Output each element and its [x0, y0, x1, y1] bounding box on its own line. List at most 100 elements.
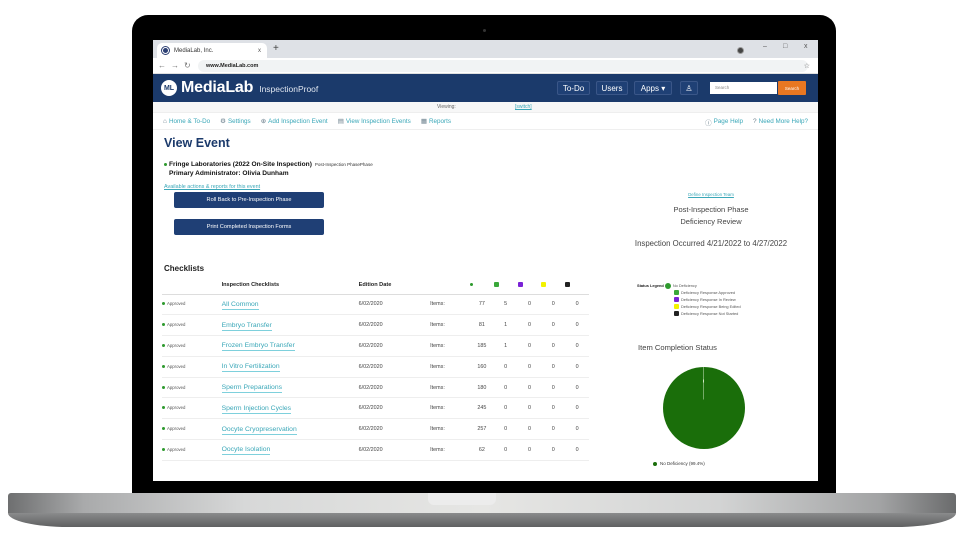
page-title: View Event	[164, 136, 230, 150]
checklist-link[interactable]: In Vitro Fertilization	[221, 363, 280, 373]
nav-add-inspection-event[interactable]: ⊕ Add Inspection Event	[260, 117, 328, 126]
question-icon: ?	[753, 118, 757, 125]
nav-view-inspection-events[interactable]: ▤ View Inspection Events	[337, 117, 411, 126]
new-tab-button[interactable]: +	[273, 43, 279, 54]
status-cell: Approved	[162, 418, 222, 441]
forward-icon[interactable]: →	[171, 61, 179, 70]
pie-legend: No Deficiency (99.4%)	[653, 461, 705, 466]
checklist-link[interactable]: Frozen Embryo Transfer	[221, 342, 295, 352]
phase-text: Post-Inspection Phase Deficiency Review	[673, 205, 749, 226]
user-icon: ♙	[685, 83, 693, 93]
browser-toolbar: ← → ↻ www.MediaLab.com ☆	[153, 58, 818, 74]
checklist-link[interactable]: Oocyte Isolation	[221, 446, 271, 456]
edition-date: 6/02/2020	[358, 314, 431, 337]
laptop-base-bottom	[8, 513, 956, 527]
table-row: Approved Frozen Embryo Transfer 6/02/202…	[162, 335, 589, 357]
items-label: Items:	[430, 356, 470, 378]
more-help-link[interactable]: ? Need More Help?	[753, 118, 808, 125]
app-header: ML MediaLab InspectionProof To-Do Users …	[153, 74, 818, 102]
checklist-link[interactable]: Oocyte Cryopreservation	[221, 425, 297, 435]
search-button[interactable]: Search	[778, 81, 806, 95]
items-label: Items:	[430, 294, 470, 316]
edition-date: 6/02/2020	[358, 294, 431, 316]
col-checklist: Inspection Checklists	[221, 277, 359, 295]
col-no-deficiency	[469, 277, 494, 295]
event-summary: Define Inspection Team Post-Inspection P…	[616, 192, 806, 248]
report-icon: ▦	[420, 118, 427, 125]
nav-home-todo[interactable]: ⌂ Home & To-Do	[163, 117, 211, 125]
checklist-link[interactable]: All Common	[221, 300, 259, 310]
items-label: Items:	[430, 335, 470, 357]
available-actions-link[interactable]: Available actions & reports for this eve…	[164, 184, 261, 190]
edition-date: 6/02/2020	[358, 377, 431, 399]
reload-icon[interactable]: ↻	[184, 61, 191, 70]
sub-navigation: ⌂ Home & To-Do ⚙ Settings ⊕ Add Inspection …	[153, 113, 818, 130]
nav-settings[interactable]: ⚙ Settings	[220, 117, 251, 126]
edition-date: 6/02/2020	[358, 418, 431, 441]
search-input[interactable]: Search	[710, 82, 777, 94]
approved-dot-icon	[162, 406, 165, 410]
close-window-button[interactable]: x	[804, 43, 808, 50]
col-in-review	[517, 277, 542, 295]
switch-link[interactable]: [switch]	[515, 104, 532, 110]
event-name: Fringe Laboratories (2022 On-Site Inspec…	[164, 161, 373, 168]
bookmark-star-icon[interactable]: ☆	[803, 62, 810, 70]
user-profile-button[interactable]: ♙	[680, 81, 698, 95]
status-cell: Approved	[162, 294, 222, 316]
checklist-link[interactable]: Embryo Transfer	[221, 321, 272, 331]
profile-icon[interactable]	[737, 47, 744, 54]
col-items	[430, 277, 470, 295]
logo-icon: ML	[161, 80, 177, 96]
table-row: Approved Oocyte Cryopreservation 6/02/20…	[162, 418, 589, 441]
brand-name[interactable]: MediaLab	[181, 79, 254, 96]
edition-date: 6/02/2020	[358, 335, 431, 357]
approved-dot-icon	[162, 385, 165, 389]
approved-icon	[493, 282, 499, 288]
roll-back-button[interactable]: Roll Back to Pre-Inspection Phase	[174, 192, 324, 208]
edition-date: 6/02/2020	[358, 439, 431, 461]
not-started-icon	[565, 282, 571, 288]
url-field[interactable]: www.MediaLab.com	[198, 60, 808, 72]
minimize-button[interactable]: –	[763, 43, 767, 50]
primary-admin: Primary Administrator: Olivia Dunham	[169, 170, 289, 177]
approved-dot-icon	[162, 323, 165, 327]
status-dot-icon	[164, 162, 167, 166]
maximize-button[interactable]: □	[783, 43, 788, 50]
todo-button[interactable]: To-Do	[557, 81, 590, 95]
checklists-table: Inspection Checklists Edition Date Appro…	[162, 277, 589, 461]
edition-date: 6/02/2020	[358, 356, 431, 378]
back-icon[interactable]: ←	[158, 61, 166, 70]
checklist-link[interactable]: Sperm Injection Cycles	[221, 404, 292, 414]
no-deficiency-icon	[469, 283, 473, 287]
col-edition-date: Edition Date	[358, 277, 431, 295]
approved-dot-icon	[162, 344, 165, 348]
tab-close-icon[interactable]: x	[258, 47, 261, 54]
col-approved	[493, 277, 518, 295]
status-cell: Approved	[162, 314, 222, 337]
apps-menu-button[interactable]: Apps ▾	[634, 81, 672, 95]
table-row: Approved Sperm Preparations 6/02/2020 It…	[162, 377, 589, 399]
settings-icon: ⚙	[220, 118, 226, 125]
browser-tab[interactable]: MediaLab, Inc. x	[157, 43, 267, 58]
screen: MediaLab, Inc. x + – □ x ← → ↻ www.Media…	[153, 40, 818, 481]
users-button[interactable]: Users	[596, 81, 628, 95]
no-deficiency-legend-icon	[653, 461, 657, 466]
in-review-icon	[517, 282, 523, 288]
viewing-label: Viewing:	[437, 104, 456, 110]
checklist-link[interactable]: Sperm Preparations	[221, 384, 283, 394]
tab-title: MediaLab, Inc.	[174, 47, 214, 54]
no-deficiency-swatch-icon	[664, 282, 671, 289]
define-team-link[interactable]: Define Inspection Team	[688, 192, 734, 197]
table-header-row: Inspection Checklists Edition Date	[162, 277, 589, 295]
legend-title: Status Legend	[637, 283, 664, 288]
items-label: Items:	[430, 314, 470, 337]
nav-reports[interactable]: ▦ Reports	[420, 117, 452, 126]
page-help-link[interactable]: ⓘ Page Help	[705, 118, 744, 127]
completion-chart-title: Item Completion Status	[638, 343, 717, 352]
approved-dot-icon	[162, 364, 165, 368]
camera-icon	[483, 29, 486, 32]
table-row: Approved In Vitro Fertilization 6/02/202…	[162, 356, 589, 378]
print-forms-button[interactable]: Print Completed Inspection Forms	[174, 219, 324, 235]
completion-pie-chart	[663, 367, 745, 449]
col-status	[162, 277, 222, 295]
